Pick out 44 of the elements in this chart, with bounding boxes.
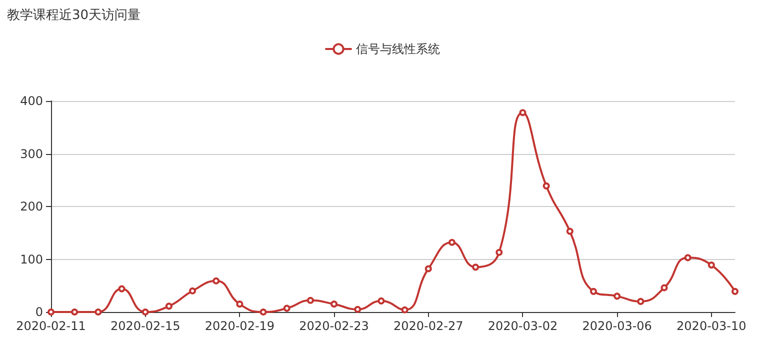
point	[684, 254, 692, 262]
y-tick-label: 0	[35, 305, 43, 319]
point	[94, 308, 102, 316]
x-tick-label: 2020-02-15	[110, 319, 180, 333]
point	[448, 238, 456, 246]
point	[260, 308, 267, 316]
point	[566, 228, 574, 235]
x-tick-label: 2020-02-27	[394, 319, 464, 333]
point	[142, 308, 149, 316]
point	[378, 297, 385, 304]
point	[519, 109, 526, 116]
point	[354, 306, 362, 313]
point	[306, 296, 314, 304]
point	[660, 284, 668, 292]
point	[236, 300, 244, 308]
point	[212, 277, 220, 284]
point	[118, 285, 126, 292]
y-tick-label: 300	[20, 146, 43, 161]
x-tick-label: 2020-02-11	[16, 319, 86, 333]
point	[614, 292, 621, 300]
y-tick-label: 100	[20, 252, 43, 266]
point	[189, 287, 196, 294]
point	[496, 248, 503, 256]
y-tick-label: 400	[20, 94, 43, 108]
y-tick-label: 200	[20, 200, 43, 214]
point	[330, 300, 338, 308]
x-tick-label: 2020-02-19	[204, 319, 275, 333]
point	[590, 288, 597, 295]
point	[71, 308, 78, 316]
point	[401, 306, 408, 314]
point	[732, 288, 738, 295]
point	[708, 262, 715, 269]
point	[637, 298, 644, 305]
point	[424, 265, 432, 272]
x-tick-label: 2020-03-10	[676, 319, 746, 333]
x-tick-label: 2020-03-02	[488, 319, 558, 333]
point	[542, 182, 550, 190]
x-tick-label: 2020-03-06	[582, 319, 652, 333]
point	[472, 264, 480, 271]
point	[283, 304, 290, 312]
legend-label: 信号与线性系统	[356, 42, 440, 56]
chart-title: 教学课程近30天访问量	[7, 7, 141, 23]
x-tick-label: 2020-02-23	[299, 319, 369, 333]
point	[165, 302, 172, 310]
